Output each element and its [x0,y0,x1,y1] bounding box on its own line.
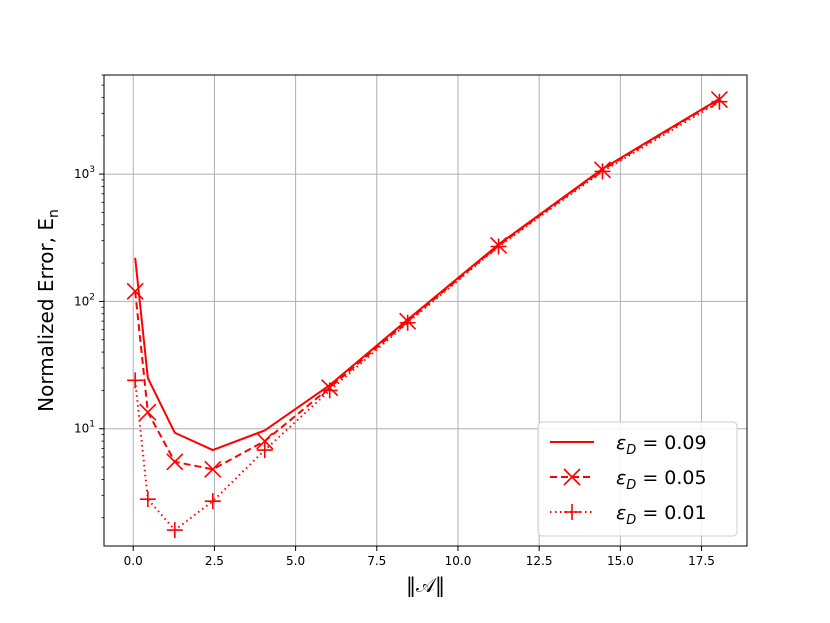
x-tick-label: 2.5 [205,554,224,568]
series-line [134,98,720,471]
plot-frame [103,74,748,547]
x-axis: 0.0 2.5 5.0 7.5 10.0 12.5 15.0 17.5 [124,546,715,568]
data-point [256,432,274,450]
y-tick-label: 103 [74,165,95,181]
y-tick-label-exponent: 3 [89,165,95,175]
legend-label-subscript: D [626,513,636,528]
y-tick-label: 101 [74,420,95,436]
series-line [134,97,720,452]
x-axis-label: ‖𝒜‖ [406,573,445,597]
y-tick-label-base: 10 [74,294,89,308]
y-tick-label-base: 10 [74,422,89,436]
y-tick-label: 102 [74,292,95,308]
x-tick-label: 0.0 [124,554,143,568]
data-point [256,442,273,459]
data-point [490,238,507,255]
legend-marker [564,504,580,520]
legend-label-symbol: ε [616,502,626,524]
x-tick-label: 15.0 [607,554,634,568]
series-1 [134,97,720,452]
legend-label-subscript: D [626,443,636,458]
data-point [594,163,611,180]
legend-box [537,421,738,537]
y-axis-label: Normalized Error, En [34,209,62,412]
y-tick-label-exponent: 1 [89,420,95,430]
legend-label-symbol: ε [616,467,626,489]
legend-label: εD = 0.05 [616,467,707,493]
x-tick-label: 7.5 [367,554,386,568]
data-point [166,453,184,471]
data-point [204,460,222,478]
x-tick-label: 12.5 [526,554,553,568]
legend-label-subscript: D [626,478,636,493]
x-tick-label: 5.0 [286,554,305,568]
grid-lines [104,75,747,546]
legend-label: εD = 0.09 [616,432,707,458]
data-point [399,314,416,331]
legend-marker [563,468,581,486]
data-point [139,403,157,421]
legend-label-symbol: ε [616,432,626,454]
y-axis-label-main: Normalized Error, E [34,218,58,412]
x-tick-label: 17.5 [688,554,715,568]
y-tick-label-exponent: 2 [89,292,95,302]
y-axis-label-subscript: n [46,209,62,218]
data-point [126,282,144,300]
data-point [711,93,728,110]
data-point [321,382,338,399]
data-point [204,493,221,510]
legend-label-value: = 0.05 [636,467,706,489]
data-point [127,372,144,389]
x-tick-label: 10.0 [445,554,472,568]
series-layer [126,90,728,539]
data-point [139,491,156,508]
legend-label-value: = 0.01 [636,502,706,524]
series-line [134,100,720,532]
series-3 [127,93,728,539]
series-2 [126,90,728,478]
legend-label: εD = 0.01 [616,502,707,528]
data-point [166,522,183,539]
y-tick-label-base: 10 [74,167,89,181]
legend-label-value: = 0.09 [636,432,706,454]
